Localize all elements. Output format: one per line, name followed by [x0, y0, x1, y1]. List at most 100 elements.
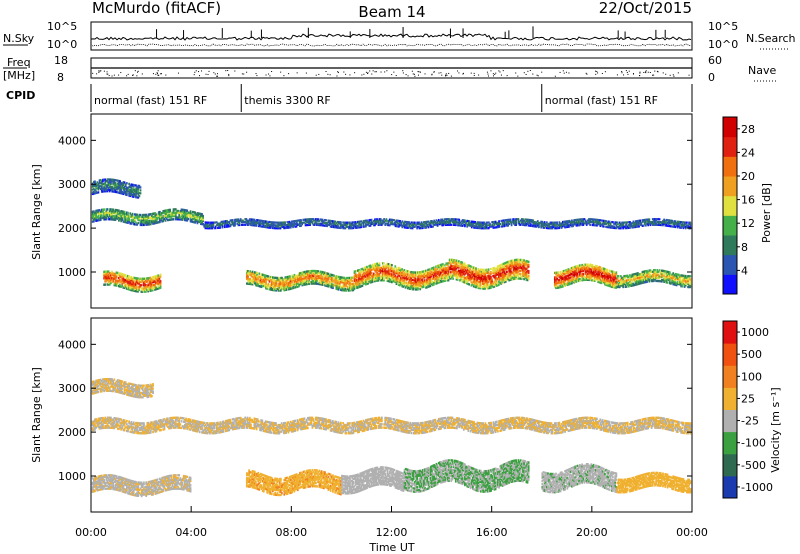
data-cell [464, 281, 467, 284]
data-cell [508, 265, 511, 268]
data-cell [411, 284, 414, 288]
data-cell [492, 225, 495, 228]
data-cell [97, 210, 100, 214]
data-cell [279, 222, 282, 226]
data-cell [123, 217, 126, 220]
data-cell [271, 224, 274, 227]
data-cell [471, 273, 474, 277]
data-cell [394, 274, 397, 277]
data-cell [470, 281, 473, 284]
data-cell [349, 225, 351, 228]
data-cell [473, 279, 476, 282]
data-cell [499, 264, 501, 267]
data-cell [355, 280, 358, 283]
data-cell [651, 270, 654, 273]
data-cell [255, 271, 257, 274]
data-cell [350, 224, 352, 227]
data-cell [652, 269, 655, 272]
data-cell [563, 269, 565, 273]
data-cell [428, 271, 431, 274]
data-cell [426, 223, 429, 226]
data-cell [509, 274, 512, 277]
data-cell [428, 272, 431, 276]
data-cell [460, 273, 462, 276]
data-cell [314, 219, 317, 222]
nave-dot [329, 74, 331, 76]
nave-dot [108, 75, 110, 77]
data-cell [455, 265, 458, 269]
nave-dot [458, 72, 460, 74]
data-cell [485, 285, 488, 289]
data-cell [424, 225, 426, 228]
data-cell [278, 284, 281, 288]
data-cell [128, 283, 130, 286]
data-cell [245, 282, 248, 285]
data-cell [313, 223, 316, 226]
data-cell [413, 280, 416, 283]
data-cell [452, 277, 454, 280]
data-cell [625, 280, 628, 284]
data-cell [512, 270, 515, 273]
data-cell [141, 287, 144, 290]
data-cell [301, 271, 304, 274]
data-cell [515, 272, 517, 276]
data-cell [418, 277, 420, 280]
data-cell [166, 210, 169, 214]
data-cell [660, 274, 663, 277]
data-cell [654, 276, 656, 279]
nave-dot [677, 72, 679, 74]
data-cell [386, 278, 389, 281]
data-cell [468, 273, 471, 277]
nave-dot [541, 71, 543, 73]
data-cell [572, 266, 574, 269]
data-cell [354, 273, 357, 276]
data-cell [527, 260, 530, 264]
data-cell [134, 278, 137, 282]
data-cell [519, 258, 522, 262]
data-cell [584, 278, 587, 282]
data-cell [251, 272, 254, 275]
data-cell [275, 224, 277, 227]
data-cell [262, 221, 265, 224]
data-cell [404, 272, 407, 275]
nave-dot [563, 72, 565, 74]
freq-traces [91, 67, 692, 77]
data-cell [469, 221, 472, 224]
data-cell [510, 278, 513, 281]
data-cell [332, 286, 334, 290]
data-cell [344, 287, 347, 291]
data-cell [131, 285, 134, 289]
data-cell [151, 221, 153, 224]
data-cell [350, 287, 352, 290]
data-cell [426, 270, 428, 274]
data-cell [303, 281, 306, 285]
data-cell [556, 277, 558, 280]
data-cell [262, 222, 265, 226]
data-cell [295, 221, 298, 224]
data-cell [480, 277, 483, 281]
data-cell [133, 213, 136, 216]
data-cell [609, 285, 612, 288]
nave-dot [441, 74, 443, 76]
data-cell [165, 215, 168, 219]
data-cell [142, 287, 145, 290]
data-cell [223, 221, 226, 224]
data-cell [608, 272, 611, 275]
data-cell [292, 285, 295, 288]
data-cell [293, 277, 296, 280]
data-cell [523, 259, 525, 262]
data-cell [359, 277, 362, 281]
data-cell [146, 215, 149, 218]
data-cell [182, 216, 185, 220]
data-cell [124, 219, 127, 222]
data-cell [328, 282, 331, 285]
data-cell [342, 221, 344, 224]
data-cell [425, 272, 427, 276]
data-cell [449, 258, 452, 262]
data-cell [346, 281, 349, 284]
data-cell [499, 269, 501, 272]
data-cell [135, 213, 137, 216]
nave-dot [595, 70, 597, 72]
data-cell [362, 224, 365, 227]
data-cell [277, 225, 280, 228]
